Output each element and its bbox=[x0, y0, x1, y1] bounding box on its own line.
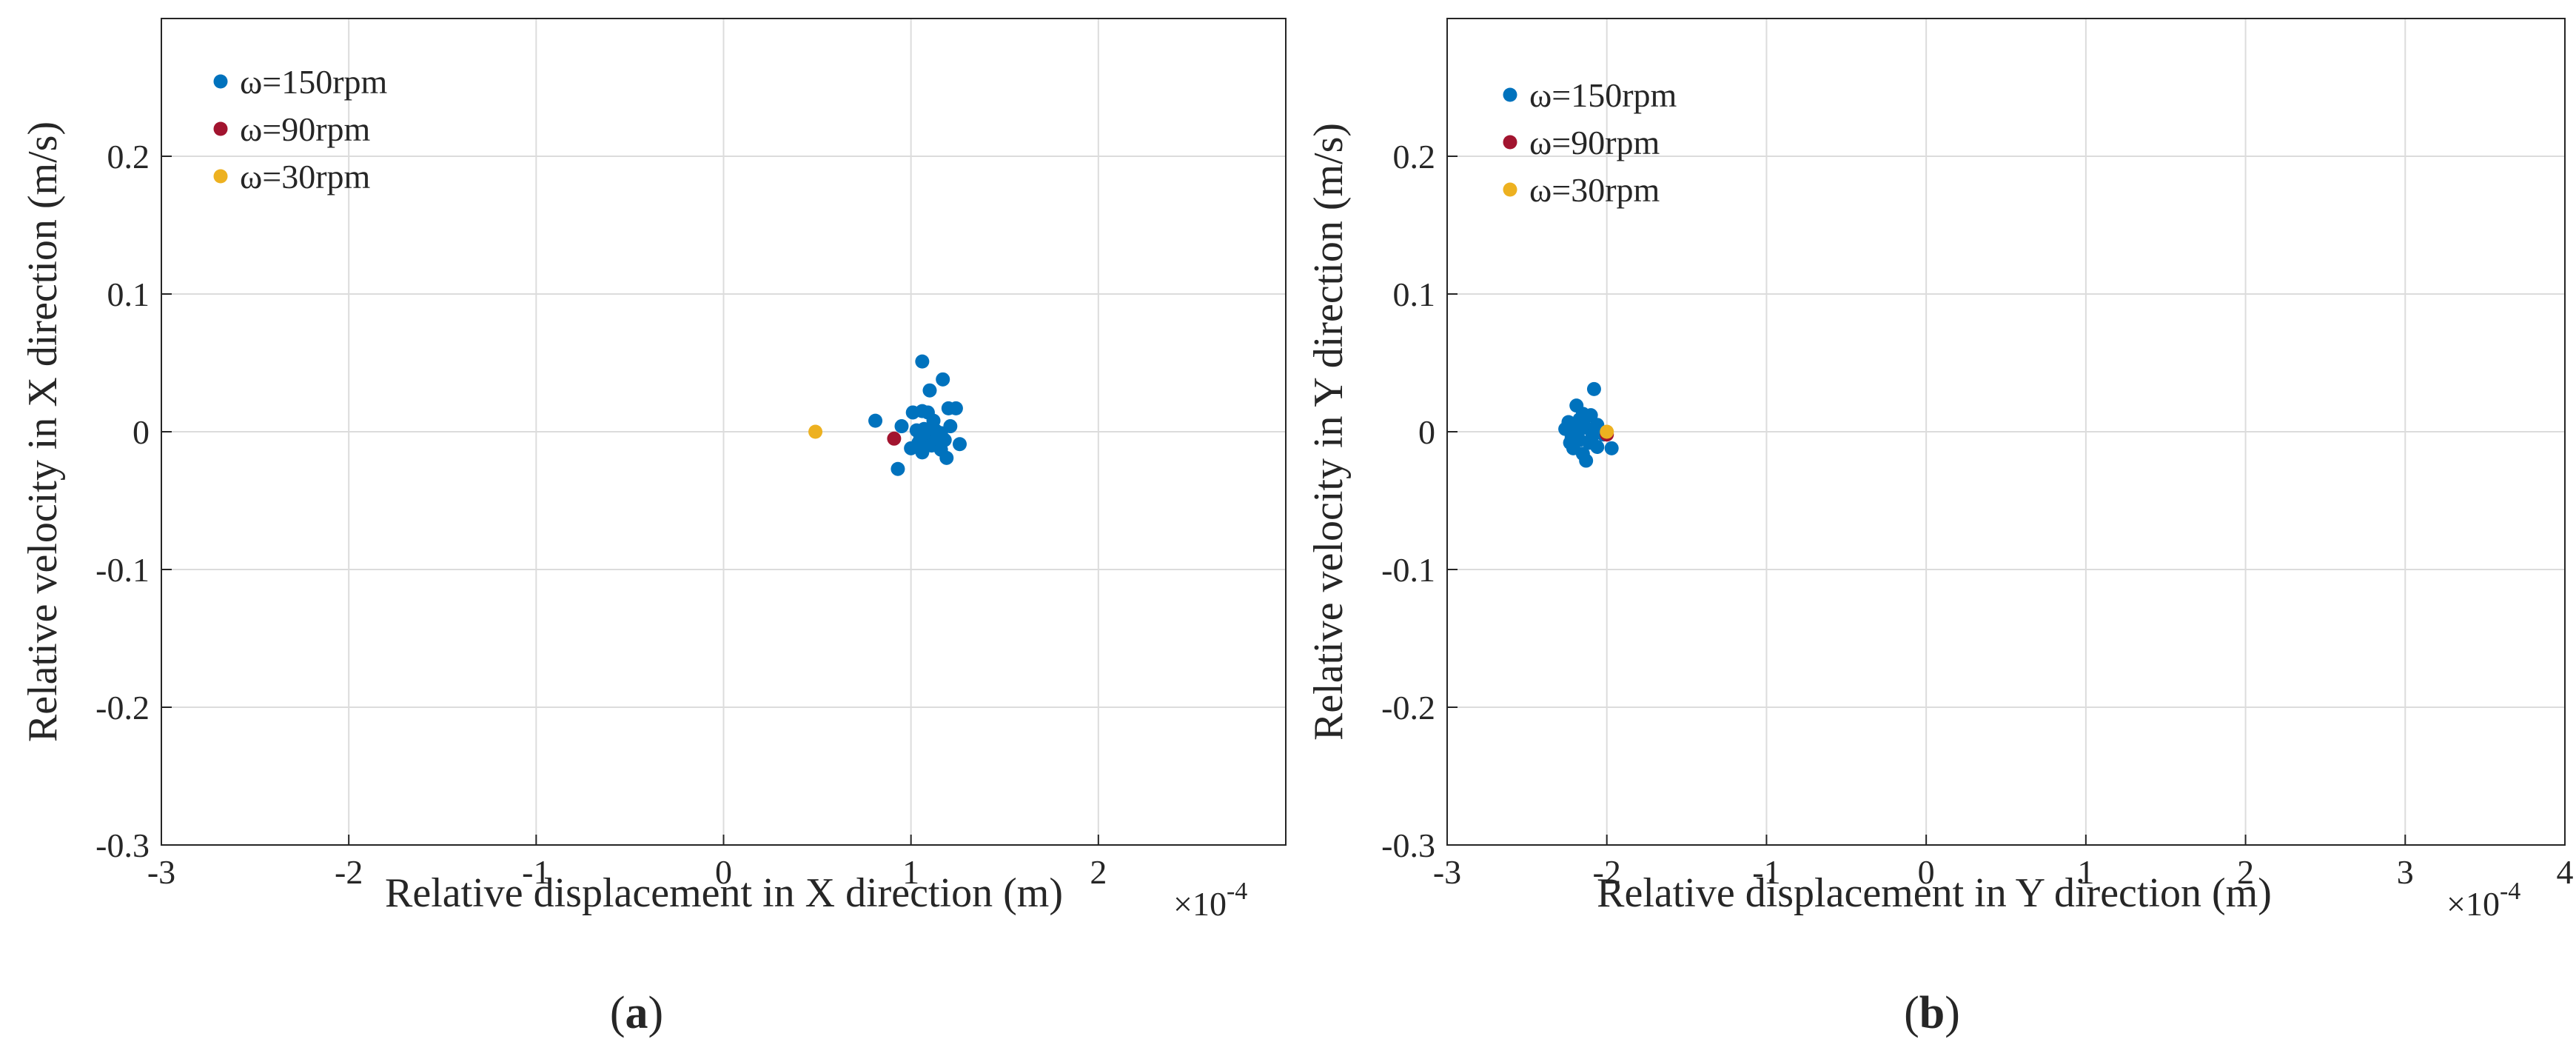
x-tick-label: -1 bbox=[1752, 853, 1780, 891]
panel-b-x-axis-label: Relative displacement in Y direction (m) bbox=[1597, 870, 2272, 916]
panel-a-chart: -3 -2 -1 0 1 2 -0.3-0.2-0.100.10.2 ω=150rpmω=… bbox=[20, 18, 1287, 1038]
panel-b-y-ticks: -0.3 -0.2 -0.1 0 0.1 0.2 bbox=[1381, 138, 1458, 864]
panel-a-x-axis-label: Relative displacement in X direction (m) bbox=[385, 870, 1063, 916]
data-point-series-0 bbox=[894, 419, 909, 434]
x-tick-label: 2 bbox=[2237, 853, 2254, 891]
data-point-series-0 bbox=[905, 405, 920, 420]
x-tick-label: -2 bbox=[1593, 853, 1621, 891]
panel-b-x-scale-base: ×10 bbox=[2446, 885, 2500, 923]
data-point-series-0 bbox=[930, 431, 945, 446]
panel-a-y-ticks: -0.3 -0.2 -0.1 0 0.1 0.2 bbox=[95, 138, 172, 864]
panel-b-caption: (b) bbox=[1904, 988, 1960, 1038]
panel-b-points bbox=[1558, 381, 1619, 468]
data-point-series-2 bbox=[1600, 424, 1614, 439]
data-point-series-0 bbox=[1571, 424, 1586, 439]
panel-a-x-scale-base: ×10 bbox=[1173, 885, 1227, 923]
panel-b-legend: ω=150rpm ω=90rpm ω=30rpm bbox=[1503, 76, 1677, 209]
y-tick-label: 0.2 bbox=[107, 138, 150, 176]
data-point-series-0 bbox=[952, 437, 967, 452]
y-tick-label: 0.2 bbox=[1393, 138, 1436, 176]
data-point-series-0 bbox=[868, 413, 883, 428]
panel-b-x-scale-exponent: -4 bbox=[2500, 878, 2520, 905]
legend-marker-0 bbox=[213, 74, 228, 89]
legend-marker-0 bbox=[1503, 87, 1517, 102]
data-point-series-0 bbox=[1604, 441, 1619, 455]
y-tick-label: 0.1 bbox=[107, 275, 150, 313]
x-tick-label: -3 bbox=[1433, 853, 1461, 891]
y-tick-label: -0.2 bbox=[95, 689, 150, 726]
panel-a-x-scale-factor: ×10-4 bbox=[1173, 878, 1247, 923]
panel-a-y-axis-label: Relative velocity in X direction (m/s) bbox=[20, 121, 66, 742]
panel-a-legend: ω=150rpm ω=90rpm ω=30rpm bbox=[213, 63, 388, 196]
panel-b-grid bbox=[1447, 19, 2565, 845]
data-point-series-0 bbox=[1563, 435, 1577, 450]
panel-a-caption: (a) bbox=[610, 988, 663, 1038]
y-tick-label: -0.1 bbox=[1381, 551, 1435, 589]
panel-a-x-scale-exponent: -4 bbox=[1227, 878, 1247, 905]
data-point-series-2 bbox=[808, 424, 823, 439]
data-point-series-0 bbox=[890, 461, 905, 476]
data-point-series-0 bbox=[939, 450, 954, 465]
panel-b-y-axis-label: Relative velocity in Y direction (m/s) bbox=[1306, 123, 1352, 741]
x-tick-label: 0 bbox=[715, 853, 732, 891]
data-point-series-0 bbox=[915, 354, 930, 369]
data-point-series-0 bbox=[936, 372, 950, 387]
x-tick-label: 3 bbox=[2397, 853, 2414, 891]
x-tick-label: 1 bbox=[2077, 853, 2094, 891]
y-tick-label: 0 bbox=[1418, 413, 1435, 451]
x-tick-label: 4 bbox=[2557, 853, 2574, 891]
panel-b-chart: -3 -2 -1 0 1 2 3 4 -0.3 -0.2 -0.1 0 0.1 0.2 ω=150rpm… bbox=[1306, 18, 2574, 1038]
x-tick-label: 2 bbox=[1090, 853, 1107, 891]
data-point-series-0 bbox=[1585, 429, 1600, 444]
panel-a-x-ticks: -3 -2 -1 0 1 2 bbox=[147, 835, 1107, 891]
panel-b-x-ticks: -3 -2 -1 0 1 2 3 4 bbox=[1433, 835, 2574, 891]
legend-marker-2 bbox=[1503, 182, 1517, 197]
panel-a-grid bbox=[161, 19, 1286, 845]
data-point-series-0 bbox=[948, 401, 963, 415]
legend-label-1: ω=90rpm bbox=[1529, 124, 1660, 161]
y-tick-label: -0.3 bbox=[1381, 826, 1435, 864]
y-tick-label: 0 bbox=[133, 413, 150, 451]
legend-label-2: ω=30rpm bbox=[1529, 171, 1660, 209]
legend-marker-1 bbox=[213, 121, 228, 136]
legend-label-0: ω=150rpm bbox=[1529, 76, 1677, 114]
data-point-series-1 bbox=[887, 431, 902, 446]
data-point-series-0 bbox=[922, 383, 937, 398]
legend-marker-1 bbox=[1503, 135, 1517, 150]
y-tick-label: -0.2 bbox=[1381, 689, 1435, 726]
legend-label-1: ω=90rpm bbox=[240, 110, 371, 148]
legend-label-2: ω=30rpm bbox=[240, 158, 371, 196]
data-point-series-0 bbox=[1579, 453, 1594, 468]
data-point-series-0 bbox=[904, 441, 919, 455]
legend-label-0: ω=150rpm bbox=[240, 63, 388, 101]
panel-b-x-scale-factor: ×10-4 bbox=[2446, 878, 2520, 923]
panel-a-points bbox=[808, 354, 967, 476]
y-tick-label: -0.1 bbox=[95, 551, 150, 589]
data-point-series-0 bbox=[1590, 439, 1605, 454]
x-tick-label: -1 bbox=[522, 853, 550, 891]
y-tick-label: -0.3 bbox=[95, 826, 150, 864]
data-point-series-0 bbox=[1586, 381, 1601, 396]
y-tick-label: 0.1 bbox=[1393, 275, 1436, 313]
x-tick-label: -2 bbox=[335, 853, 363, 891]
x-tick-label: 1 bbox=[902, 853, 919, 891]
x-tick-label: 0 bbox=[1918, 853, 1935, 891]
data-point-series-0 bbox=[915, 445, 930, 460]
legend-marker-2 bbox=[213, 169, 228, 184]
x-tick-label: -3 bbox=[147, 853, 175, 891]
